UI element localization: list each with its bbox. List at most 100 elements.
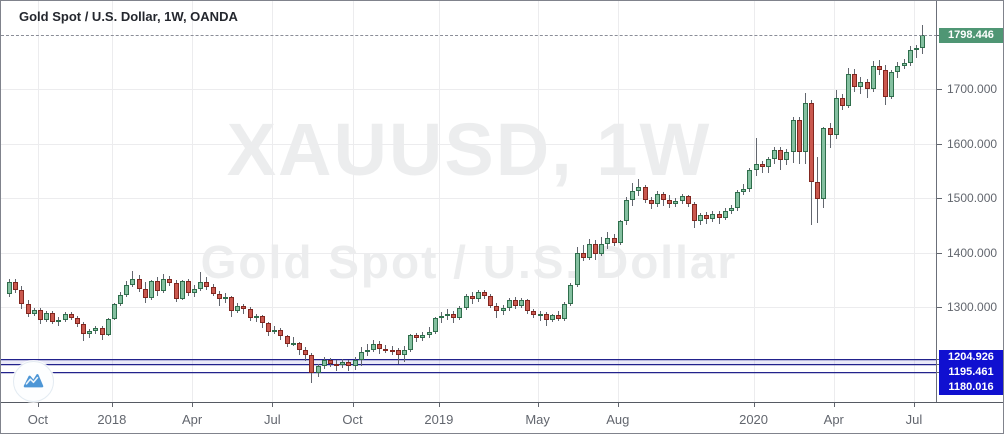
candlestick[interactable] bbox=[13, 281, 19, 291]
candlestick[interactable] bbox=[451, 314, 457, 318]
candlestick[interactable] bbox=[889, 72, 895, 98]
candlestick[interactable] bbox=[531, 311, 537, 315]
candlestick[interactable] bbox=[593, 244, 599, 254]
candlestick[interactable] bbox=[247, 309, 253, 319]
candlestick[interactable] bbox=[179, 281, 185, 300]
candlestick[interactable] bbox=[352, 359, 358, 366]
candlestick[interactable] bbox=[870, 65, 876, 89]
candlestick[interactable] bbox=[586, 244, 592, 258]
candlestick[interactable] bbox=[401, 349, 407, 355]
candlestick[interactable] bbox=[673, 200, 679, 204]
candlestick[interactable] bbox=[457, 308, 463, 318]
candlestick[interactable] bbox=[741, 188, 747, 192]
candlestick[interactable] bbox=[296, 342, 302, 351]
candlestick[interactable] bbox=[44, 313, 50, 320]
candlestick[interactable] bbox=[833, 98, 839, 135]
candlestick[interactable] bbox=[81, 324, 87, 335]
candlestick[interactable] bbox=[568, 285, 574, 305]
candlestick[interactable] bbox=[272, 329, 278, 332]
candlestick[interactable] bbox=[821, 128, 827, 199]
candlestick[interactable] bbox=[864, 81, 870, 89]
candlestick[interactable] bbox=[445, 314, 451, 317]
candlestick[interactable] bbox=[25, 304, 31, 314]
candlestick[interactable] bbox=[574, 253, 580, 286]
candlestick[interactable] bbox=[426, 331, 432, 335]
candlestick[interactable] bbox=[796, 120, 802, 152]
candlestick[interactable] bbox=[118, 295, 124, 305]
candlestick[interactable] bbox=[241, 306, 247, 310]
candlestick[interactable] bbox=[136, 278, 142, 289]
candlestick[interactable] bbox=[704, 215, 710, 219]
candlestick[interactable] bbox=[630, 190, 636, 200]
candlestick[interactable] bbox=[765, 159, 771, 167]
candlestick[interactable] bbox=[784, 152, 790, 160]
candlestick[interactable] bbox=[266, 323, 272, 332]
candlestick[interactable] bbox=[93, 327, 99, 331]
candlestick[interactable] bbox=[198, 282, 204, 290]
candlestick[interactable] bbox=[309, 354, 315, 374]
candlestick[interactable] bbox=[278, 329, 284, 337]
candlestick[interactable] bbox=[216, 293, 222, 299]
candlestick[interactable] bbox=[321, 360, 327, 366]
support-line[interactable] bbox=[1, 363, 936, 365]
candlestick[interactable] bbox=[290, 342, 296, 345]
candlestick[interactable] bbox=[679, 195, 685, 201]
tradingview-logo[interactable] bbox=[13, 361, 54, 402]
candlestick[interactable] bbox=[148, 281, 154, 299]
candlestick[interactable] bbox=[907, 49, 913, 64]
candlestick[interactable] bbox=[432, 318, 438, 332]
candlestick[interactable] bbox=[710, 213, 716, 219]
candlestick[interactable] bbox=[605, 238, 611, 244]
candlestick[interactable] bbox=[173, 283, 179, 300]
candlestick[interactable] bbox=[74, 317, 80, 325]
candlestick[interactable] bbox=[253, 315, 259, 319]
candlestick[interactable] bbox=[617, 221, 623, 243]
candlestick[interactable] bbox=[525, 299, 531, 312]
candlestick[interactable] bbox=[389, 349, 395, 352]
candlestick[interactable] bbox=[827, 128, 833, 135]
candlestick[interactable] bbox=[901, 63, 907, 66]
candlestick[interactable] bbox=[210, 287, 216, 294]
candlestick[interactable] bbox=[809, 103, 815, 182]
candlestick[interactable] bbox=[383, 348, 389, 351]
candlestick[interactable] bbox=[192, 289, 198, 294]
candlestick[interactable] bbox=[105, 318, 111, 336]
candlestick[interactable] bbox=[377, 343, 383, 349]
candlestick[interactable] bbox=[500, 308, 506, 311]
candlestick[interactable] bbox=[611, 238, 617, 243]
candlestick[interactable] bbox=[667, 199, 673, 204]
candlestick[interactable] bbox=[124, 285, 130, 295]
candlestick[interactable] bbox=[883, 69, 889, 98]
candlestick[interactable] bbox=[753, 164, 759, 170]
candlestick[interactable] bbox=[624, 199, 629, 222]
candlestick[interactable] bbox=[346, 361, 352, 366]
candlestick[interactable] bbox=[537, 314, 543, 317]
candlestick[interactable] bbox=[488, 296, 494, 306]
candlestick[interactable] bbox=[685, 195, 691, 204]
candlestick[interactable] bbox=[50, 313, 56, 322]
candlestick[interactable] bbox=[62, 314, 68, 321]
support-line[interactable] bbox=[1, 358, 936, 360]
candlestick[interactable] bbox=[913, 48, 919, 51]
candlestick[interactable] bbox=[408, 335, 414, 350]
candlestick[interactable] bbox=[852, 74, 858, 88]
candlestick[interactable] bbox=[716, 213, 722, 218]
candlestick[interactable] bbox=[99, 327, 105, 336]
candlestick[interactable] bbox=[747, 169, 753, 189]
candlestick[interactable] bbox=[846, 74, 852, 106]
candlestick[interactable] bbox=[111, 304, 117, 319]
candlestick[interactable] bbox=[599, 243, 605, 254]
candlestick[interactable] bbox=[839, 98, 845, 106]
candlestick[interactable] bbox=[19, 290, 25, 305]
candlestick[interactable] bbox=[229, 297, 235, 311]
plot-area[interactable]: XAUUSD, 1W Gold Spot / U.S. Dollar bbox=[1, 1, 937, 402]
candlestick[interactable] bbox=[698, 215, 704, 221]
candlestick[interactable] bbox=[482, 292, 488, 297]
candlestick[interactable] bbox=[920, 35, 926, 49]
candlestick[interactable] bbox=[543, 314, 549, 320]
candlestick[interactable] bbox=[56, 320, 62, 323]
candlestick[interactable] bbox=[642, 187, 648, 201]
candlestick[interactable] bbox=[735, 192, 741, 209]
candlestick[interactable] bbox=[438, 315, 444, 319]
candlestick[interactable] bbox=[284, 336, 290, 345]
